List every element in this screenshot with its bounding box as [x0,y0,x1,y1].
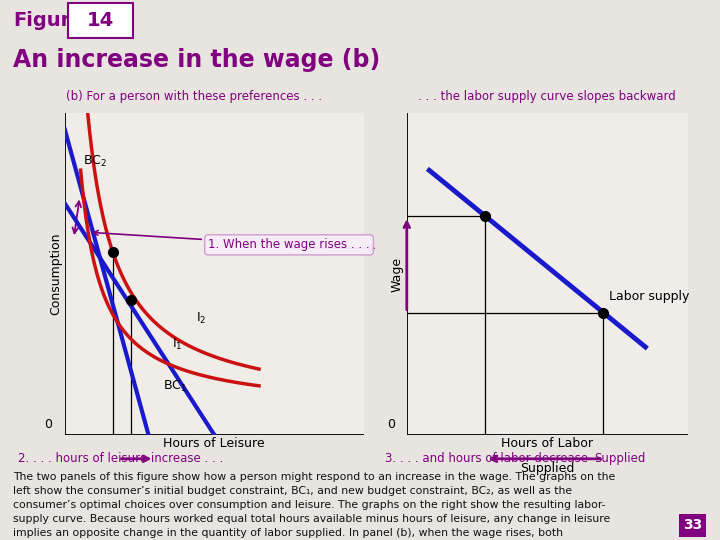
Text: 3. . . . and hours of labor decrease: 3. . . . and hours of labor decrease [385,452,588,465]
Text: 0: 0 [387,418,395,431]
Text: An increase in the wage (b): An increase in the wage (b) [13,48,380,72]
Text: Labor supply: Labor supply [609,290,689,303]
Text: BC$_1$: BC$_1$ [163,379,188,394]
Text: I$_2$: I$_2$ [197,311,207,326]
Y-axis label: Consumption: Consumption [49,233,62,315]
Text: 1. When the wage rises . . .: 1. When the wage rises . . . [94,231,370,251]
FancyBboxPatch shape [68,3,133,38]
Text: Figure: Figure [13,11,84,30]
Text: . . . the labor supply curve slopes backward: . . . the labor supply curve slopes back… [418,90,676,103]
Text: BC$_2$: BC$_2$ [83,154,107,169]
Text: The two panels of this figure show how a person might respond to an increase in : The two panels of this figure show how a… [13,472,615,540]
X-axis label: Hours of Labor: Hours of Labor [501,437,593,450]
Text: Supplied: Supplied [594,452,645,465]
Y-axis label: Wage: Wage [391,256,404,292]
Text: 0: 0 [45,418,53,431]
Text: 2. . . . hours of leisure increase . . .: 2. . . . hours of leisure increase . . . [18,452,223,465]
Text: I$_1$: I$_1$ [172,337,183,352]
Text: Supplied: Supplied [520,462,575,475]
Text: 33: 33 [683,518,702,532]
X-axis label: Hours of Leisure: Hours of Leisure [163,437,265,450]
Text: 14: 14 [87,11,114,30]
Text: (b) For a person with these preferences . . .: (b) For a person with these preferences … [66,90,323,103]
